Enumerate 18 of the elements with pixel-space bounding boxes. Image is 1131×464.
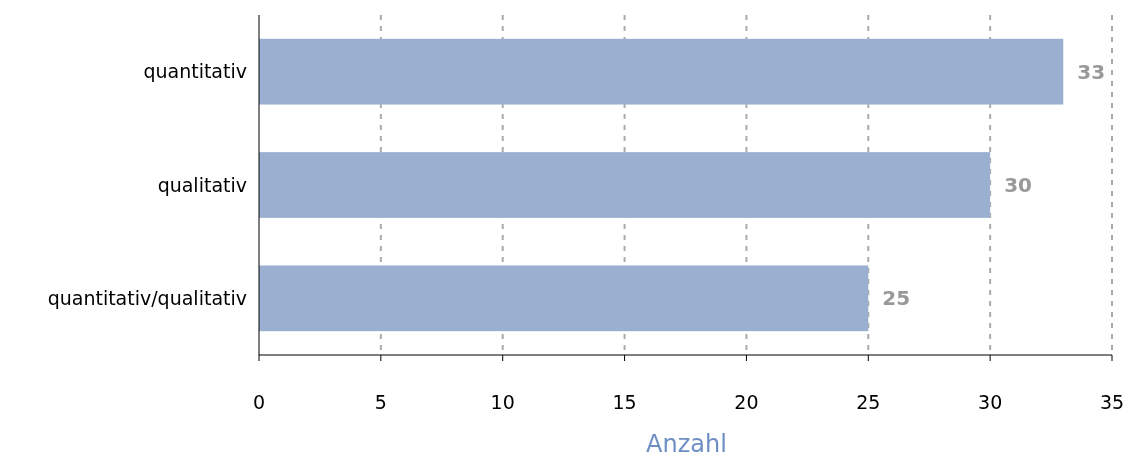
x-tick-label: 10 [490, 390, 515, 413]
data-label: 30 [1004, 173, 1032, 197]
x-tick-label: 15 [612, 390, 637, 413]
x-tick-label: 20 [734, 390, 759, 413]
x-tick-label: 0 [252, 390, 266, 413]
y-tick-label: quantitativ [143, 60, 247, 83]
bar [259, 152, 991, 218]
data-label: 25 [882, 286, 911, 311]
x-tick-label: 5 [374, 390, 387, 413]
x-tick-label: 30 [978, 390, 1003, 413]
y-tick-label: quantitativ/qualitativ [47, 286, 247, 309]
bar [259, 265, 869, 332]
x-tick-label: 35 [1099, 390, 1125, 413]
data-label: 33 [1077, 59, 1106, 84]
y-tick-label: qualitativ [157, 173, 247, 196]
x-tick-label: 25 [856, 390, 881, 413]
x-axis-title: Anzahl [646, 430, 727, 458]
bar [259, 38, 1064, 105]
